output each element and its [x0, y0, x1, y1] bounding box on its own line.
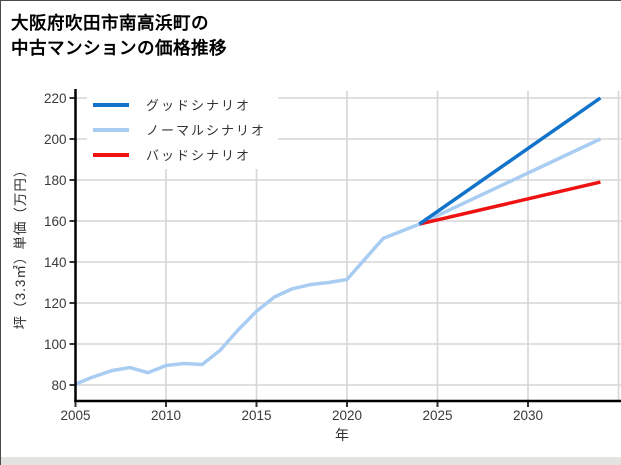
- series-line-forecast-normal: [418, 137, 602, 226]
- legend: グッドシナリオ ノーマルシナリオ バッドシナリオ: [87, 90, 279, 169]
- series-line-forecast-good: [418, 96, 602, 226]
- x-tick-label: 2005: [60, 408, 90, 423]
- chart-title-line2: 中古マンションの価格推移: [11, 38, 227, 59]
- x-tick-label: 2025: [422, 408, 452, 423]
- series-line-history: [74, 222, 421, 386]
- legend-label-good: グッドシナリオ: [146, 98, 252, 113]
- bad-scenario-line-swatch: [93, 152, 129, 157]
- normal-scenario-line-swatch: [93, 127, 129, 132]
- chart-title: 大阪府吹田市南高浜町の 中古マンションの価格推移: [11, 11, 227, 62]
- chart-title-line1: 大阪府吹田市南高浜町の: [11, 13, 209, 33]
- x-tick-label: 2030: [513, 408, 543, 423]
- page-bottom-strip: [1, 457, 621, 465]
- x-tick-label: 2020: [332, 408, 362, 423]
- x-tick-label: 2015: [241, 408, 271, 423]
- legend-item-normal: ノーマルシナリオ: [93, 117, 266, 142]
- y-tick-label: 180: [44, 173, 67, 188]
- y-tick-label: 120: [44, 296, 67, 311]
- legend-label-bad: バッドシナリオ: [146, 148, 252, 163]
- y-tick-label: 200: [44, 132, 67, 147]
- y-tick-label: 100: [44, 337, 67, 352]
- legend-label-normal: ノーマルシナリオ: [146, 123, 267, 138]
- y-tick-label: 220: [44, 91, 67, 106]
- legend-item-good: グッドシナリオ: [93, 92, 266, 117]
- good-scenario-line-swatch: [93, 102, 129, 107]
- y-tick-label: 80: [51, 378, 66, 393]
- legend-item-bad: バッドシナリオ: [93, 142, 266, 167]
- x-tick-label: 2010: [151, 408, 181, 423]
- series-line-forecast-bad: [419, 180, 601, 226]
- y-tick-label: 140: [44, 255, 67, 270]
- y-tick-label: 160: [44, 214, 67, 229]
